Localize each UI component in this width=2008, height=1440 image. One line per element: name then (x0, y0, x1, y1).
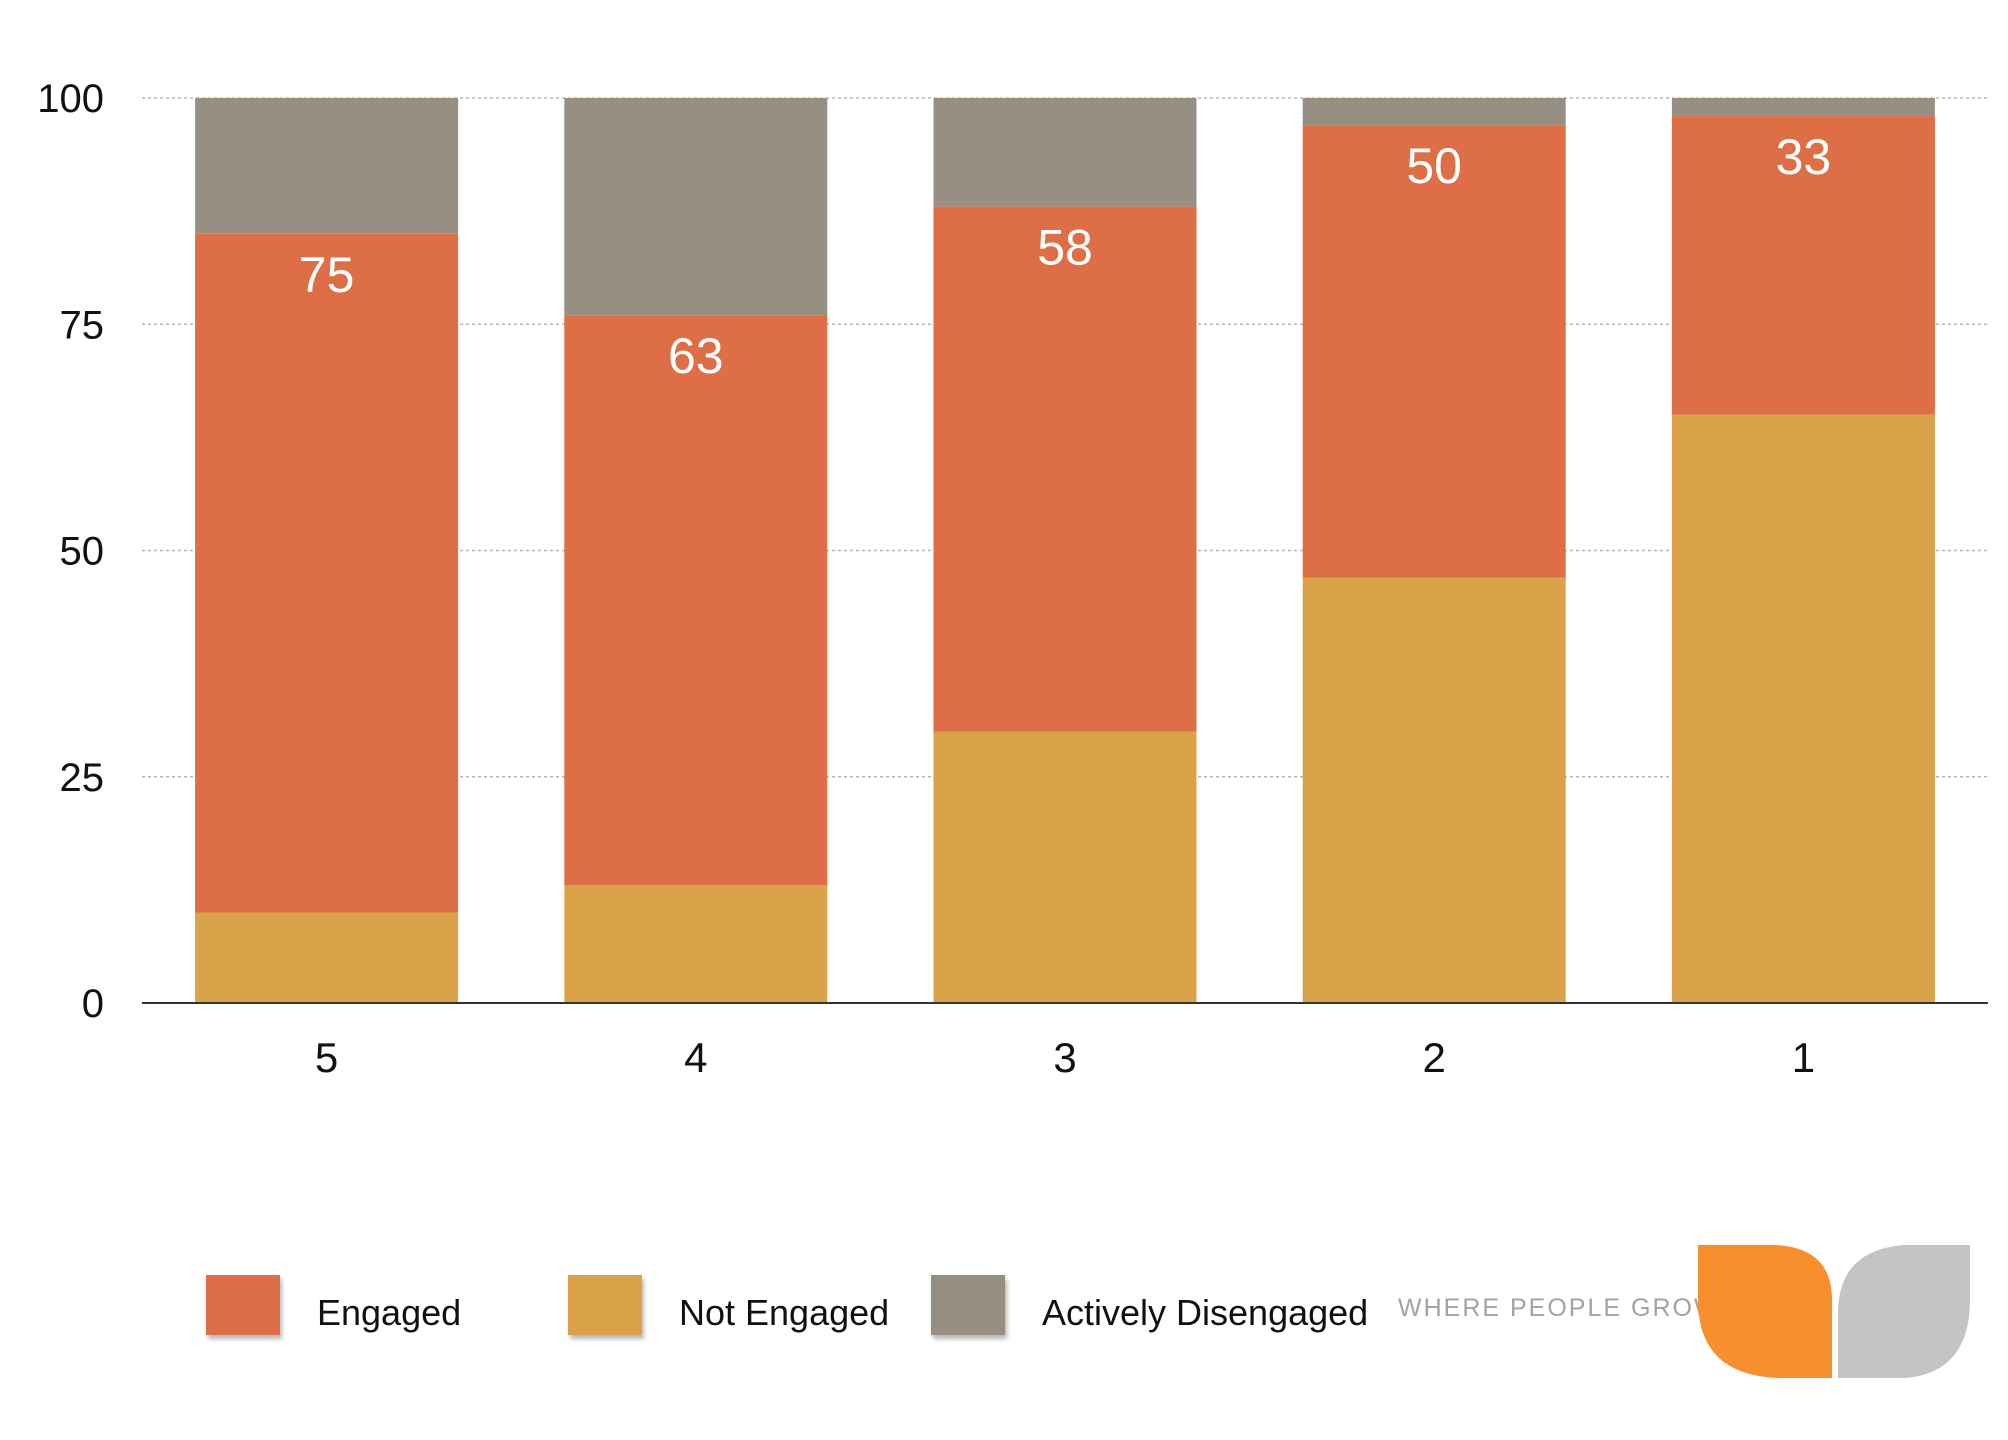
legend: Engaged Not Engaged Actively Disengaged (206, 1275, 1368, 1335)
x-tick-label-3: 3 (1053, 1034, 1076, 1081)
legend-item-engaged: Engaged (206, 1275, 461, 1335)
y-tick-label-75: 75 (60, 303, 105, 347)
legend-swatch-not-engaged (568, 1275, 642, 1335)
bar-actively-disengaged-4 (564, 98, 828, 316)
bar-actively-disengaged-5 (195, 98, 459, 234)
bar-engaged-3 (933, 206, 1197, 732)
y-tick-label-25: 25 (60, 756, 105, 800)
bar-engaged-4 (564, 315, 828, 886)
bar-not-engaged-2 (1302, 577, 1566, 1003)
bar-engaged-5 (195, 233, 459, 913)
data-label-4: 63 (668, 328, 724, 384)
x-tick-label-4: 4 (684, 1034, 707, 1081)
bar-engaged-1 (1671, 116, 1935, 415)
x-axis-tick-labels: 5 4 3 2 1 (315, 1034, 1815, 1081)
where-people-grow-logo: WHERE PEOPLE GROW (1398, 1245, 1970, 1378)
bar-not-engaged-4 (564, 885, 828, 1003)
data-label-3: 58 (1037, 220, 1093, 276)
x-tick-label-1: 1 (1792, 1034, 1815, 1081)
legend-swatch-actively-disengaged (931, 1275, 1005, 1335)
two-leaves-icon (1698, 1245, 1970, 1378)
bars (195, 98, 1935, 1003)
legend-label-not-engaged: Not Engaged (679, 1292, 889, 1333)
bar-not-engaged-1 (1671, 414, 1935, 1003)
grey-leaf-icon (1838, 1245, 1970, 1378)
legend-label-engaged: Engaged (317, 1292, 461, 1333)
legend-item-not-engaged: Not Engaged (568, 1275, 889, 1335)
bar-not-engaged-3 (933, 731, 1197, 1003)
bar-actively-disengaged-3 (933, 98, 1197, 207)
data-label-5: 75 (299, 247, 355, 303)
data-label-1: 33 (1776, 129, 1832, 185)
logo-text: WHERE PEOPLE GROW (1398, 1294, 1720, 1322)
data-labels: 75 63 58 50 33 (299, 129, 1831, 384)
orange-leaf-icon (1698, 1245, 1832, 1378)
x-tick-label-2: 2 (1423, 1034, 1446, 1081)
bar-engaged-2 (1302, 125, 1566, 578)
y-tick-label-100: 100 (37, 77, 104, 121)
y-axis-tick-labels: 0 25 50 75 100 (37, 77, 104, 1026)
bar-actively-disengaged-1 (1671, 98, 1935, 117)
data-label-2: 50 (1406, 138, 1462, 194)
legend-item-actively-disengaged: Actively Disengaged (931, 1275, 1368, 1335)
y-tick-label-0: 0 (82, 982, 104, 1026)
bar-actively-disengaged-2 (1302, 98, 1566, 126)
legend-swatch-engaged (206, 1275, 280, 1335)
y-tick-label-50: 50 (60, 530, 105, 574)
x-tick-label-5: 5 (315, 1034, 338, 1081)
bar-not-engaged-5 (195, 912, 459, 1003)
legend-label-actively-disengaged: Actively Disengaged (1042, 1292, 1368, 1333)
